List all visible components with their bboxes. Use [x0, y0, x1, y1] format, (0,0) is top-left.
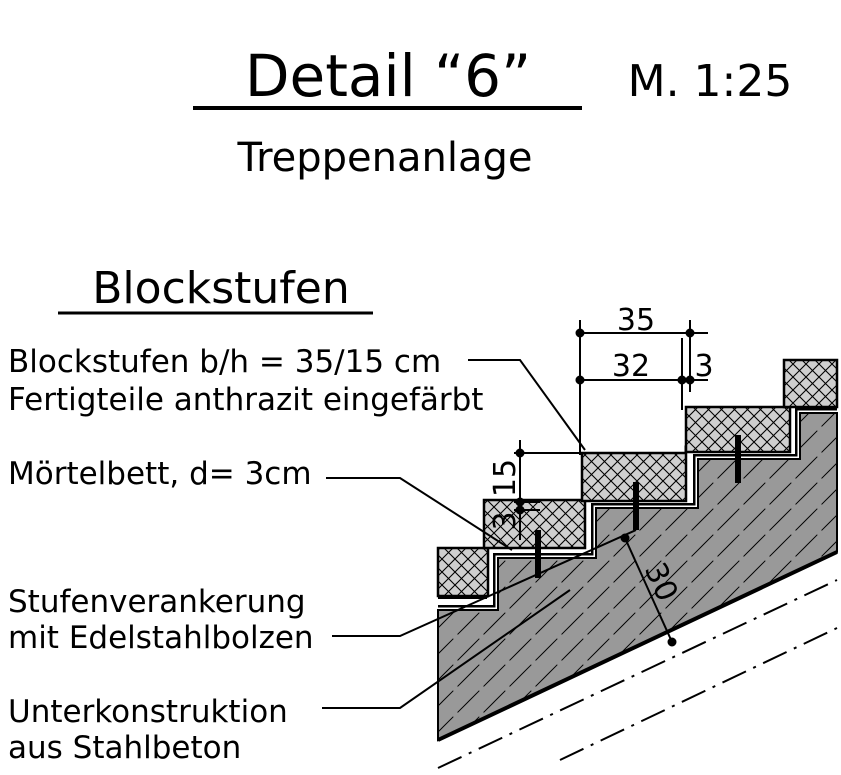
- ground-line-lower: [559, 627, 838, 761]
- block-step-2: [482, 498, 587, 550]
- label-blockstufen: Blockstufen b/h = 35/15 cm: [8, 344, 441, 380]
- page-title: Detail “6”: [245, 42, 531, 110]
- dim-riser: 15: [488, 459, 523, 497]
- riser-dimensions: [514, 440, 582, 540]
- label-fertigteile: Fertigteile anthrazit eingefärbt: [8, 382, 483, 418]
- label-stahlbeton: aus Stahlbeton: [8, 730, 241, 766]
- leader-moertelbett: [326, 477, 513, 551]
- leader-unterkonstruktion: [322, 589, 571, 709]
- ground-line: [437, 579, 838, 769]
- dim-tread-joint: 3: [694, 349, 713, 384]
- label-unterkonstruktion: Unterkonstruktion: [8, 694, 288, 730]
- block-step-1: [436, 546, 490, 598]
- page-subtitle: Treppenanlage: [237, 135, 533, 181]
- dim-tread-total: 35: [617, 303, 655, 338]
- leader-blockstufen: [468, 359, 586, 451]
- label-edelstahlbolzen: mit Edelstahlbolzen: [8, 620, 314, 656]
- dim-tread-net: 32: [612, 349, 650, 384]
- dim-bed-thickness: 3: [488, 511, 523, 530]
- tread-dimensions: [575, 320, 708, 455]
- slab-underside-line: [437, 550, 838, 742]
- label-stufenverankerung: Stufenverankerung: [8, 584, 306, 620]
- leader-stufenverankerung: [332, 529, 637, 637]
- scale-label: M. 1:25: [628, 56, 793, 107]
- block-step-5: [782, 358, 839, 409]
- label-moertelbett: Mörtelbett, d= 3cm: [8, 456, 312, 492]
- section-heading: Blockstufen: [92, 263, 350, 314]
